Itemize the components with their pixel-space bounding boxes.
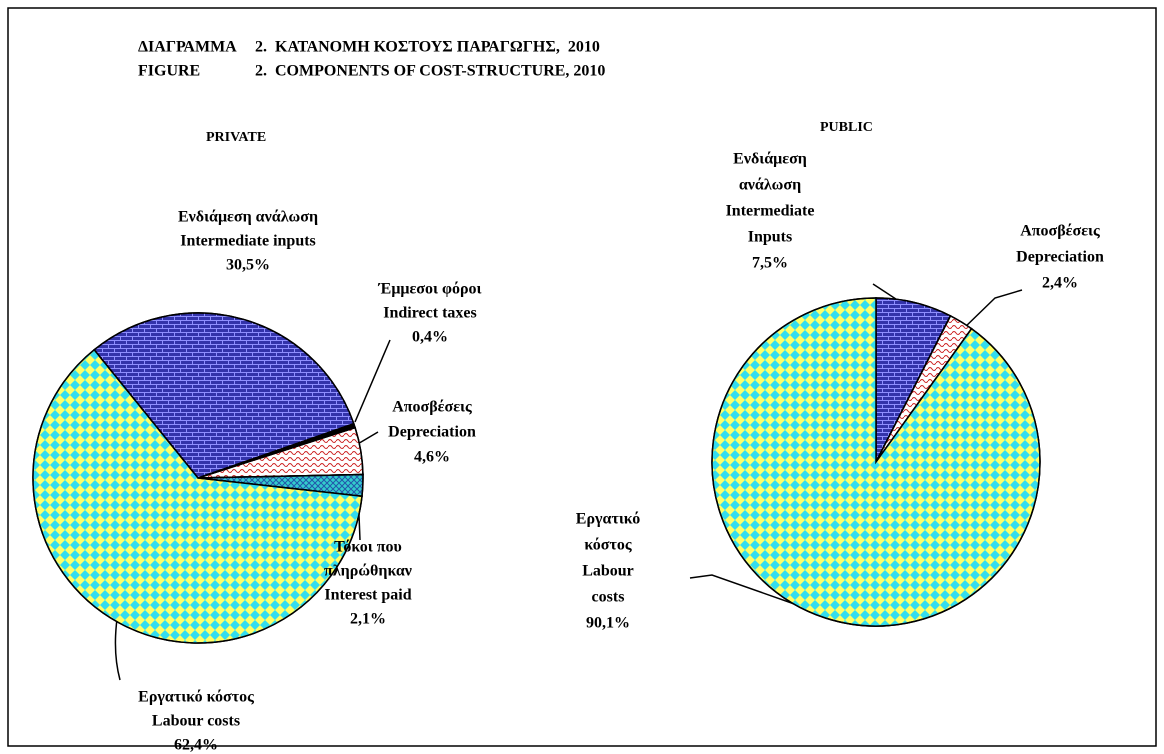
slice-label: Εργατικό [576,511,640,528]
slice-label: Inputs [748,229,792,246]
slice-label: Τόκοι που [334,539,402,556]
value-label: 30,5% [226,257,270,274]
slice-label: κόστος [584,537,632,554]
slice-label: Αποσβέσεις [392,399,472,416]
slice-label: Αποσβέσεις [1020,223,1100,240]
slice-label: Indirect taxes [383,305,476,322]
slice-label: Intermediate inputs [180,233,316,250]
leader-line [354,339,391,423]
slice-label: Depreciation [388,424,476,441]
leader-line [961,289,1023,331]
pie-slice [711,297,1041,627]
title-label: FIGURE [138,63,200,80]
value-label: 0,4% [412,329,448,346]
slice-label: ανάλωση [739,177,801,194]
title-text: 2. ΚΑΤΑΝΟΜΗ ΚΟΣΤΟΥΣ ΠΑΡΑΓΩΓΗΣ, 2010 [255,39,600,56]
slice-label: Ενδιάμεση [733,151,807,168]
slice-label: Intermediate [726,203,815,220]
slice-label: Έμμεσοι φόροι [378,281,482,298]
slice-label: costs [592,589,625,606]
frame [7,7,1157,747]
value-label: 7,5% [752,255,788,272]
slice-label: Depreciation [1016,249,1104,266]
value-label: 2,1% [350,611,386,628]
slice-label: Interest paid [324,587,411,604]
pie-title: PUBLIC [820,120,873,135]
value-label: 4,6% [414,449,450,466]
value-label: 62,4% [174,737,218,754]
title-label: ΔΙΑΓΡΑΜΜΑ [138,39,237,56]
slice-label: Ενδιάμεση ανάλωση [178,209,318,226]
title-text: 2. COMPONENTS OF COST-STRUCTURE, 2010 [255,63,605,80]
value-label: 90,1% [586,615,630,632]
slice-label: Labour [582,563,634,580]
slice-label: Labour costs [152,713,240,730]
pie-title: PRIVATE [206,130,266,145]
slice-label: Εργατικό κόστος [138,689,254,706]
value-label: 2,4% [1042,275,1078,292]
slice-label: πληρώθηκαν [324,563,412,580]
